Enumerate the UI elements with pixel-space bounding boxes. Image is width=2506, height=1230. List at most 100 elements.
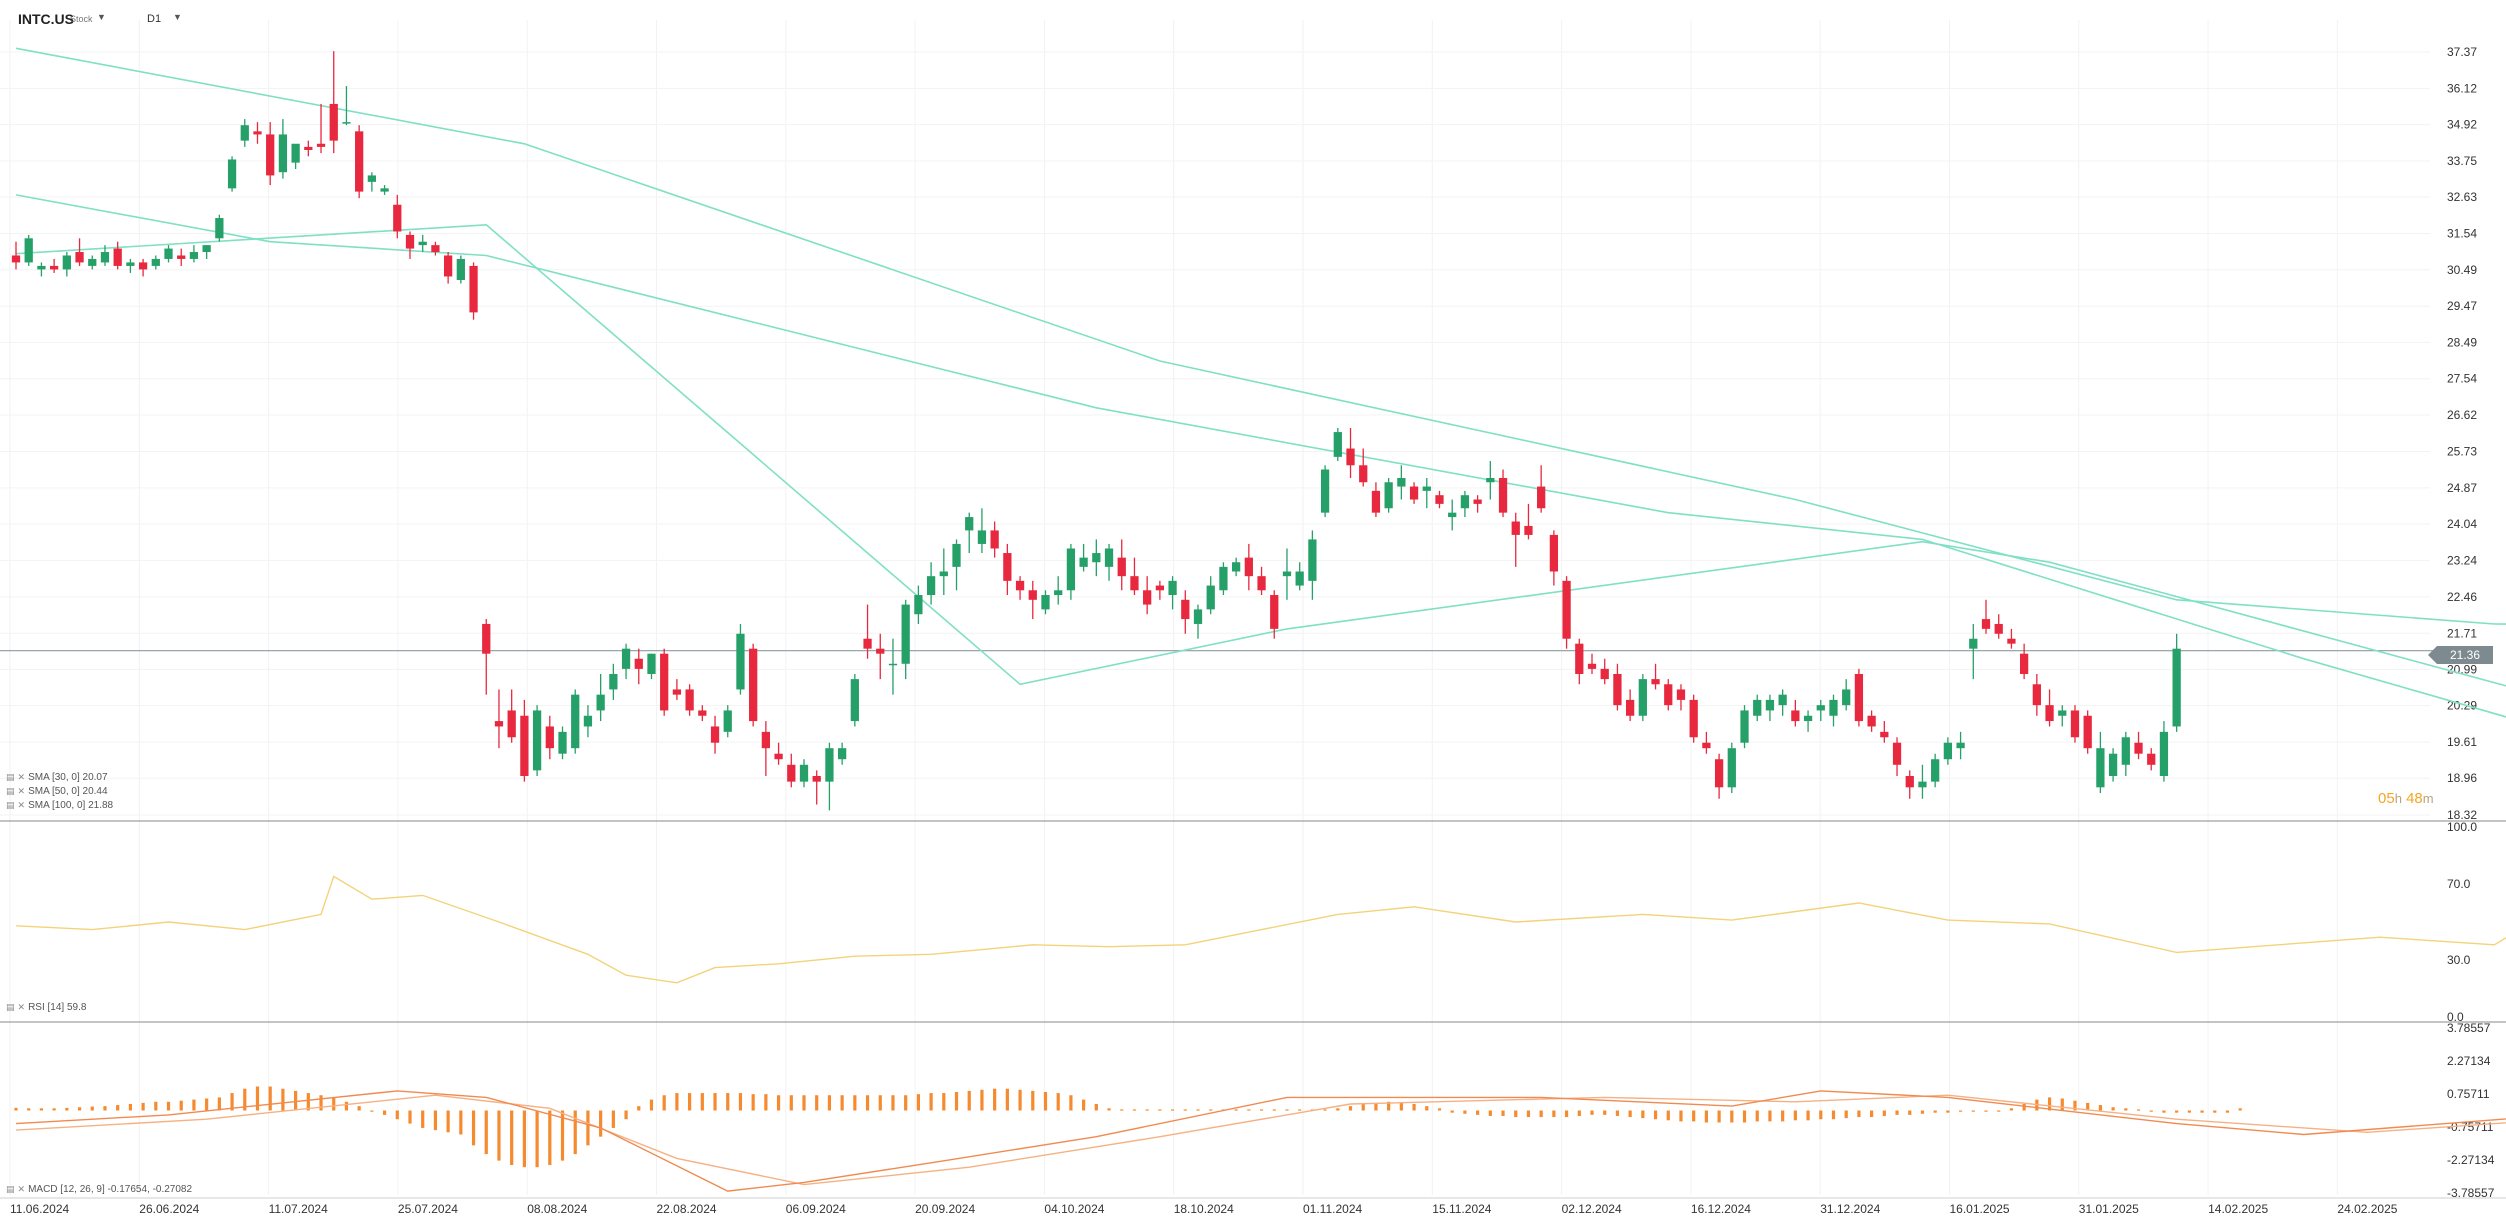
candle — [49, 258, 59, 273]
macd-histogram-bar — [1488, 1110, 1492, 1116]
macd-histogram-bar — [1005, 1088, 1009, 1111]
candle — [1206, 576, 1215, 615]
candle — [876, 633, 885, 680]
candle-body — [431, 245, 440, 253]
candle-body — [1626, 699, 1635, 716]
timeframe-selector[interactable]: D1 — [147, 13, 162, 25]
candle-body — [1613, 673, 1622, 706]
macd-panel-series — [14, 1086, 2506, 1192]
macd-histogram-bar — [1399, 1102, 1403, 1111]
candle-body — [660, 653, 669, 711]
macd-histogram-bar — [1552, 1110, 1556, 1118]
y-tick-label: 26.62 — [2447, 408, 2477, 422]
candle-body — [1232, 562, 1241, 572]
candle-body — [914, 595, 923, 615]
candle-body — [736, 633, 745, 690]
macd-histogram-bar — [1997, 1110, 2001, 1112]
candle-body — [965, 517, 974, 531]
candle — [1333, 428, 1342, 462]
candle — [1918, 764, 1927, 799]
candle-body — [1104, 548, 1114, 567]
candle — [2134, 731, 2143, 760]
macd-histogram-bar — [1450, 1110, 1454, 1113]
candle-body — [304, 146, 313, 151]
macd-histogram-bar — [1870, 1110, 1874, 1118]
candle-body — [761, 731, 771, 749]
candle — [316, 103, 326, 154]
close-icon[interactable]: ✕ — [17, 786, 26, 796]
close-icon[interactable]: ✕ — [17, 800, 26, 810]
candle-body — [1422, 486, 1431, 491]
candle — [1003, 543, 1012, 596]
macd-histogram-bar — [446, 1110, 450, 1133]
candle-body — [2007, 638, 2016, 644]
macd-histogram-bar — [2022, 1103, 2026, 1111]
close-icon[interactable]: ✕ — [17, 1184, 26, 1194]
candle-body — [672, 689, 682, 695]
candle — [520, 699, 529, 782]
candle-body — [799, 764, 809, 782]
settings-icon[interactable]: ▤ — [6, 800, 15, 810]
caret-down-icon[interactable]: ▼ — [97, 12, 106, 22]
candle — [965, 512, 974, 554]
indicator-legend-rsi[interactable]: ▤ ✕ RSI [14] 59.8 — [6, 1002, 86, 1013]
candle-body — [1041, 595, 1050, 610]
macd-histogram-bar — [1755, 1110, 1759, 1122]
y-tick-label: 34.92 — [2447, 118, 2477, 132]
candle — [1092, 539, 1101, 577]
candle — [342, 86, 351, 126]
candle-body — [596, 694, 605, 711]
candle-body — [901, 604, 910, 664]
candle-body — [24, 238, 33, 263]
candle — [1892, 737, 1902, 776]
macd-histogram-bar — [1704, 1110, 1708, 1123]
macd-histogram-bar — [1501, 1110, 1505, 1116]
macd-histogram-bar — [2047, 1097, 2052, 1111]
candle-body — [2045, 705, 2054, 722]
indicator-legend-macd[interactable]: ▤ ✕ MACD [12, 26, 9] -0.17654, -0.27082 — [6, 1184, 192, 1195]
sma-line — [15, 47, 2506, 625]
candle — [774, 742, 783, 765]
candle — [1676, 684, 1686, 711]
candle-body — [494, 721, 504, 727]
symbol-selector[interactable]: INTC.US — [18, 11, 74, 27]
macd-histogram-bar — [1323, 1109, 1327, 1111]
indicator-legend-sma30[interactable]: ▤ ✕ SMA [30, 0] 20.07 — [6, 772, 108, 783]
candle-body — [1651, 679, 1660, 685]
settings-icon[interactable]: ▤ — [6, 1002, 15, 1012]
settings-icon[interactable]: ▤ — [6, 1184, 15, 1194]
candle — [151, 255, 160, 270]
macd-histogram-bar — [179, 1100, 183, 1111]
candle — [1155, 580, 1165, 600]
x-tick-label: 26.06.2024 — [139, 1202, 199, 1216]
candle — [558, 726, 567, 760]
candle — [749, 643, 758, 727]
macd-histogram-bar — [1971, 1110, 1975, 1112]
candle-body — [634, 658, 643, 669]
macd-histogram-bar — [586, 1110, 590, 1146]
macd-histogram-bar — [865, 1095, 870, 1111]
rsi-tick-label: 70.0 — [2447, 877, 2471, 891]
close-icon[interactable]: ✕ — [17, 772, 26, 782]
candle — [2045, 689, 2054, 727]
macd-histogram-bar — [2111, 1107, 2115, 1111]
macd-histogram-bar — [2136, 1109, 2141, 1111]
sma-line — [15, 194, 2506, 718]
candle — [2083, 710, 2092, 754]
candle-body — [202, 245, 211, 253]
indicator-legend-sma50[interactable]: ▤ ✕ SMA [50, 0] 20.44 — [6, 786, 108, 797]
indicator-legend-sma100[interactable]: ▤ ✕ SMA [100, 0] 21.88 — [6, 800, 113, 811]
close-icon[interactable]: ✕ — [17, 1002, 26, 1012]
settings-icon[interactable]: ▤ — [6, 772, 15, 782]
candle — [825, 742, 834, 811]
candle — [888, 638, 898, 695]
macd-histogram-bar — [1437, 1108, 1442, 1111]
macd-histogram-bar — [1196, 1109, 1200, 1111]
macd-histogram-bar — [2238, 1108, 2242, 1111]
candle — [634, 648, 643, 685]
settings-icon[interactable]: ▤ — [6, 786, 15, 796]
candle-body — [2096, 748, 2105, 788]
caret-down-icon[interactable]: ▼ — [173, 12, 182, 22]
